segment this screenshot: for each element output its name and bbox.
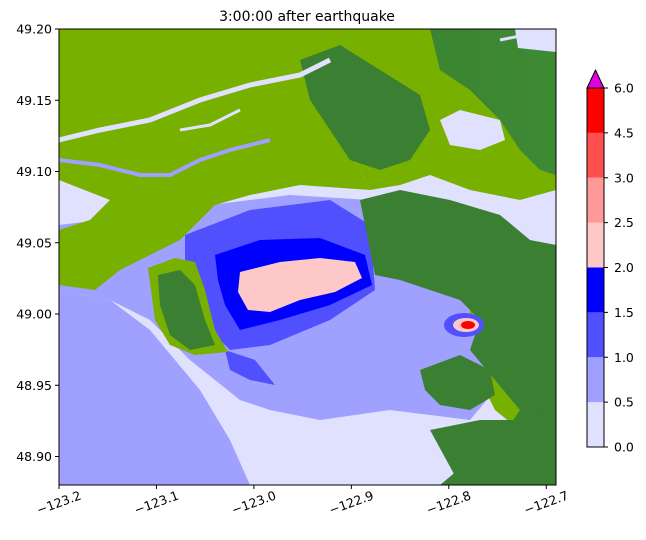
x-tick-label: −122.9 <box>327 488 376 518</box>
river-south-arm <box>59 138 271 177</box>
water-band-0.5-1.0-west <box>59 290 250 485</box>
plot-frame <box>58 28 557 486</box>
colorbar-segment <box>587 357 604 403</box>
land-highland-north <box>300 45 430 170</box>
colorbar-tick-label: 1.5 <box>614 305 634 320</box>
y-tick-label: 49.15 <box>16 93 52 108</box>
colorbar-tick-label: 3.0 <box>614 170 634 185</box>
colorbar-segment <box>587 132 604 178</box>
colorbar-tick-label: 0.0 <box>614 440 634 455</box>
map-area <box>59 29 556 485</box>
x-tick-label: −123.2 <box>35 488 84 518</box>
x-tick-label: −123.1 <box>132 488 181 518</box>
bay-north <box>440 110 505 150</box>
y-axis: 48.90 48.95 49.00 49.05 49.10 49.15 49.20 <box>16 22 59 464</box>
bay-inlet <box>515 29 556 52</box>
hotspot-inner <box>461 321 475 329</box>
water-band-1.0-1.5-south <box>225 350 275 385</box>
x-axis: −123.2 −123.1 −123.0 −122.9 −122.8 −122.7 <box>35 485 571 518</box>
colorbar-segment <box>587 402 604 447</box>
water-band-2.0-2.5 <box>238 258 362 312</box>
land-highland-southeast <box>430 410 556 485</box>
colorbar-tick-label: 0.5 <box>614 395 634 410</box>
y-tick-label: 49.05 <box>16 235 52 250</box>
y-tick-label: 49.10 <box>16 164 52 179</box>
y-tick-label: 49.00 <box>16 307 52 322</box>
colorbar-tick-label: 2.0 <box>614 260 634 275</box>
y-tick-label: 48.90 <box>16 449 52 464</box>
x-tick-label: −122.7 <box>522 488 571 518</box>
y-tick-label: 49.20 <box>16 22 52 37</box>
chart-title: 3:00:00 after earthquake <box>219 9 395 25</box>
colorbar-segment <box>587 267 604 313</box>
colorbar-segment <box>587 312 604 358</box>
land-highland-peninsula <box>420 355 495 410</box>
colorbar-tick-label: 1.0 <box>614 350 634 365</box>
colorbar-tick-label: 4.5 <box>614 125 634 140</box>
y-tick-label: 48.95 <box>16 378 52 393</box>
colorbar-tick-label: 6.0 <box>614 81 634 96</box>
land-highland-east <box>360 190 556 485</box>
land-highland-northeast <box>310 29 556 175</box>
land-highland-point-roberts <box>158 270 215 350</box>
colorbar-segment <box>587 222 604 268</box>
colorbar-extend-triangle <box>586 68 605 89</box>
x-tick-label: −122.8 <box>424 488 473 518</box>
colorbar: 0.0 0.5 1.0 1.5 2.0 2.5 3.0 4.5 6.0 <box>586 68 634 455</box>
x-tick-label: −123.0 <box>229 488 278 518</box>
colorbar-segment <box>587 177 604 223</box>
colorbar-segment <box>587 88 604 133</box>
river-main-channel <box>59 57 332 143</box>
land-lowland-delta <box>59 29 370 290</box>
colorbar-tick-label: 2.5 <box>614 215 634 230</box>
river-channel-north <box>179 108 241 132</box>
